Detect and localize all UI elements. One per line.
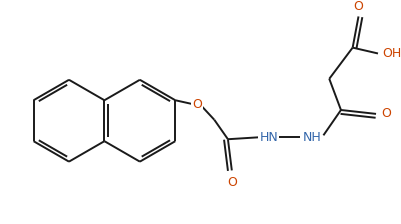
Text: HN: HN: [259, 131, 278, 144]
Text: O: O: [354, 0, 363, 13]
Text: O: O: [192, 98, 202, 111]
Text: NH: NH: [302, 131, 321, 144]
Text: O: O: [381, 107, 391, 120]
Text: O: O: [227, 176, 237, 189]
Text: OH: OH: [382, 47, 401, 60]
